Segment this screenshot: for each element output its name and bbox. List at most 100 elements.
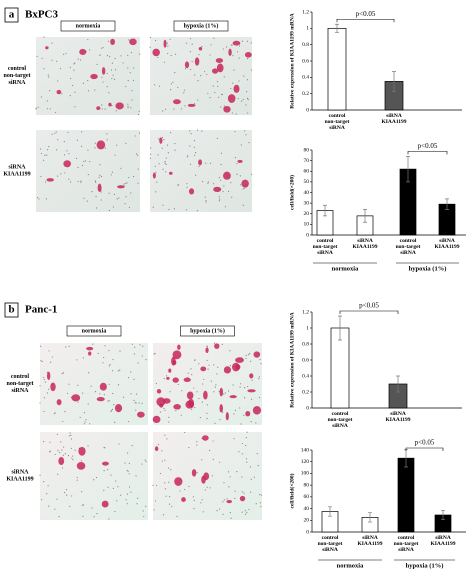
- pore: [154, 165, 156, 167]
- pore: [70, 438, 73, 440]
- pore: [102, 81, 104, 83]
- pore: [229, 512, 231, 514]
- cell: [226, 499, 233, 504]
- pore: [218, 200, 221, 202]
- pore: [100, 199, 102, 201]
- pore: [243, 187, 245, 190]
- pore: [204, 489, 206, 491]
- pore: [193, 154, 196, 156]
- y-tick-label: 0.6: [302, 357, 309, 363]
- pore: [201, 180, 204, 183]
- pore: [82, 357, 84, 359]
- pore: [51, 133, 53, 135]
- significance-bracket: [336, 18, 395, 23]
- cell: [78, 446, 86, 456]
- pore: [188, 446, 190, 449]
- pore: [221, 343, 223, 345]
- pore: [243, 414, 245, 416]
- significance-label: p<0.05: [356, 10, 376, 18]
- pore: [119, 369, 121, 371]
- pore: [114, 421, 116, 423]
- pore: [238, 80, 240, 82]
- pore: [245, 104, 247, 106]
- pore: [213, 342, 216, 344]
- pore: [72, 455, 74, 457]
- pore: [126, 469, 128, 472]
- pore: [89, 160, 91, 163]
- x-tick-label: siRNA KIAA1199: [357, 535, 382, 547]
- pore: [61, 467, 64, 469]
- pore: [57, 473, 59, 475]
- pore: [83, 161, 85, 163]
- pore: [241, 476, 243, 478]
- pore: [128, 176, 130, 179]
- pore: [127, 79, 129, 82]
- pore: [216, 510, 218, 512]
- pore: [127, 103, 129, 105]
- pore: [238, 451, 240, 453]
- pore: [229, 350, 231, 352]
- cell: [216, 63, 224, 73]
- pore: [206, 418, 208, 420]
- pore: [48, 350, 50, 352]
- pore: [244, 513, 247, 515]
- pore: [245, 444, 247, 447]
- pore: [196, 444, 198, 446]
- pore: [86, 200, 88, 202]
- pore: [99, 174, 101, 176]
- pore: [88, 49, 91, 51]
- y-tick-label: 0.8: [302, 341, 309, 347]
- pore: [246, 461, 248, 463]
- pore: [162, 514, 165, 516]
- pore: [49, 108, 51, 110]
- pore: [234, 131, 236, 133]
- pore: [246, 40, 248, 43]
- cell: [173, 404, 181, 410]
- pore: [103, 356, 105, 359]
- pore: [39, 148, 42, 150]
- pore: [89, 423, 91, 425]
- pore: [135, 409, 137, 411]
- pore: [166, 438, 168, 440]
- pore: [87, 173, 90, 176]
- pore: [94, 147, 96, 149]
- pore: [68, 153, 70, 155]
- pore: [161, 136, 164, 138]
- panel-label: a: [9, 9, 15, 21]
- pore: [106, 72, 108, 75]
- pore: [134, 346, 136, 348]
- pore: [193, 507, 195, 510]
- pore: [130, 192, 132, 194]
- pore: [227, 471, 230, 473]
- pore: [164, 459, 166, 461]
- pore: [207, 181, 209, 183]
- pore: [77, 401, 79, 403]
- pore: [222, 48, 225, 50]
- pore: [213, 364, 215, 366]
- pore: [198, 363, 200, 365]
- pore: [67, 131, 69, 133]
- pore: [49, 450, 52, 452]
- pore: [250, 478, 252, 480]
- pore: [69, 66, 71, 69]
- pore: [131, 445, 133, 447]
- pore: [191, 43, 193, 45]
- column-header-box: [66, 325, 122, 337]
- pore: [126, 182, 128, 184]
- cell: [152, 415, 161, 424]
- pore: [198, 165, 200, 167]
- pore: [189, 51, 191, 53]
- pore: [163, 61, 166, 63]
- pore: [247, 385, 249, 388]
- pore: [157, 154, 159, 156]
- pore: [81, 504, 83, 506]
- pore: [209, 449, 211, 452]
- pore: [131, 99, 133, 101]
- cell: [115, 102, 124, 110]
- group-label: normoxia: [332, 265, 359, 272]
- pore: [170, 469, 172, 471]
- pore: [83, 197, 85, 199]
- pore: [127, 105, 129, 108]
- pore: [189, 38, 192, 40]
